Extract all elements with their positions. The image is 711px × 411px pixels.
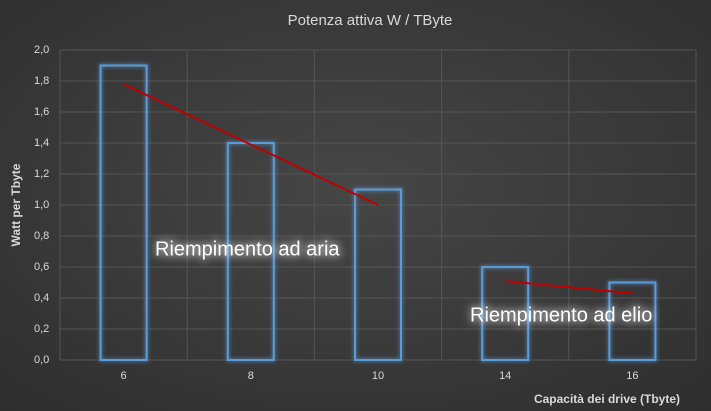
x-tick-label: 14 <box>499 370 511 382</box>
y-tick-label: 1,2 <box>34 168 49 180</box>
bar <box>481 266 530 361</box>
y-tick-label: 1,6 <box>34 106 49 118</box>
y-tick-label: 1,8 <box>34 75 49 87</box>
x-tick-label: 16 <box>626 370 638 382</box>
y-tick-label: 2,0 <box>34 44 49 56</box>
y-tick-label: 0,6 <box>34 261 49 273</box>
y-tick-label: 0,2 <box>34 323 49 335</box>
x-axis-title: Capacità dei drive (Tbyte) <box>534 392 680 406</box>
bar <box>226 142 275 361</box>
y-tick-label: 0,8 <box>34 230 49 242</box>
x-tick-label: 10 <box>372 370 384 382</box>
trend-line <box>505 279 633 295</box>
y-tick-label: 0,4 <box>34 292 49 304</box>
bar <box>354 188 402 361</box>
y-tick-label: 1,0 <box>34 199 49 211</box>
annotation: Riempimento ad aria <box>155 238 340 260</box>
x-tick-label: 8 <box>248 370 254 382</box>
bar <box>99 64 148 361</box>
chart-title: Potenza attiva W / TByte <box>288 12 453 29</box>
annotation: Riempimento ad elio <box>470 304 652 326</box>
y-tick-label: 1,4 <box>34 137 49 149</box>
y-axis-title: Watt per Tbyte <box>9 163 23 246</box>
trend-line <box>123 83 379 206</box>
bar <box>608 281 657 361</box>
x-tick-label: 6 <box>121 370 127 382</box>
y-tick-label: 0,0 <box>34 354 49 366</box>
